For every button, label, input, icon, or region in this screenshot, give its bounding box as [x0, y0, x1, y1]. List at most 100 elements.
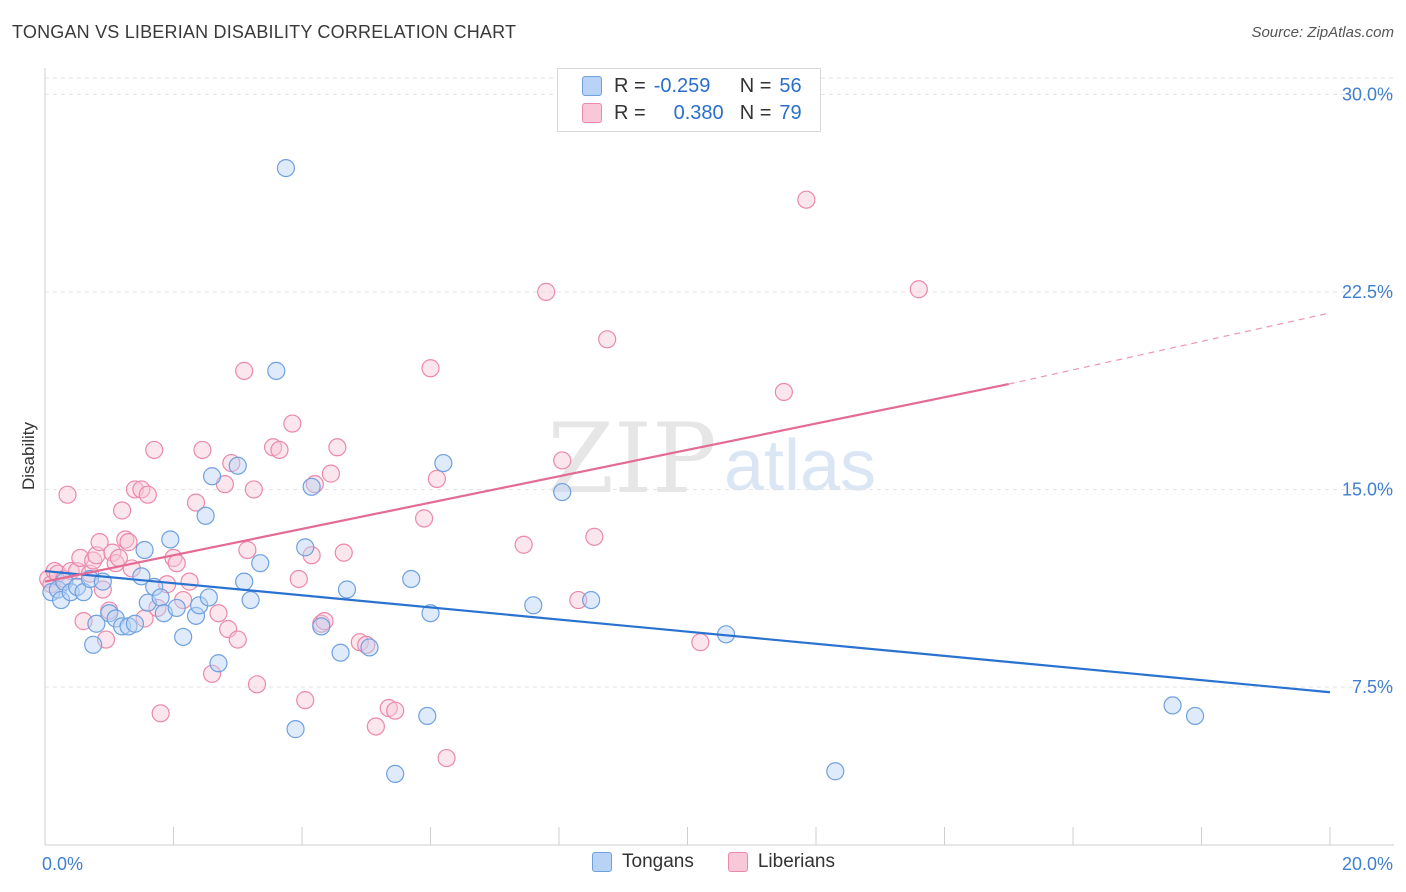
liberian-point: [151, 704, 170, 723]
legend-item-tongans[interactable]: Tongans: [592, 851, 694, 873]
liberians-legend-swatch: [727, 852, 748, 872]
tongan-point: [267, 361, 286, 380]
y-tick-labels: 7.5% 15.0% 22.5% 30.0%: [1342, 84, 1393, 697]
liberian-point: [84, 551, 103, 570]
tongan-point: [87, 614, 106, 633]
tongan-point: [434, 453, 453, 473]
tongan-point: [151, 588, 170, 607]
liberian-point: [145, 440, 164, 460]
x-ticks: [44, 827, 1331, 845]
liberian-point: [315, 612, 334, 631]
tongan-point: [228, 456, 247, 475]
liberian-point: [305, 475, 324, 494]
liberian-point: [283, 414, 302, 433]
tongan-point: [524, 596, 543, 615]
series-legend: Tongans Liberians: [592, 851, 869, 873]
liberian-point: [119, 533, 138, 552]
liberian-point: [270, 440, 289, 460]
legend-row-tongans: R = -0.259 N = 56: [582, 73, 802, 99]
legend-label-tongans: Tongans: [622, 851, 694, 872]
tongan-point: [360, 638, 379, 657]
tongan-point: [337, 580, 357, 599]
tongan-point: [125, 614, 145, 633]
tongan-point: [241, 590, 260, 610]
tongan-point: [276, 158, 296, 178]
tongan-point: [235, 572, 254, 591]
liberian-point: [238, 540, 257, 560]
tongan-point: [1163, 696, 1182, 715]
liberian-point: [357, 635, 376, 654]
chart-title: TONGAN VS LIBERIAN DISABILITY CORRELATIO…: [12, 22, 517, 42]
tongan-point: [1185, 706, 1205, 726]
tongan-point: [84, 635, 103, 654]
liberian-point: [296, 691, 315, 710]
source-label: Source: ZipAtlas.com: [1251, 24, 1394, 41]
liberian-point: [247, 675, 267, 694]
liberian-point: [585, 527, 604, 546]
n-label: N =: [739, 101, 772, 124]
tongan-point: [418, 706, 437, 726]
tongan-point: [582, 590, 601, 610]
liberian-point: [116, 530, 135, 549]
tongan-point: [199, 588, 218, 607]
trend-lines: [44, 312, 1331, 694]
tongan-point: [135, 540, 154, 560]
tongan-point: [302, 477, 321, 496]
y-tick-label: 15.0%: [1342, 479, 1393, 499]
liberian-point: [186, 493, 206, 512]
watermark-zip: ZIP: [547, 403, 716, 515]
liberian-point: [90, 533, 109, 552]
liberian-point: [553, 451, 572, 470]
r-label: R =: [614, 101, 646, 124]
liberian-point: [691, 633, 710, 652]
liberian-point: [569, 590, 588, 610]
tongan-point: [286, 720, 305, 739]
tongan-point: [826, 762, 845, 781]
tongans-swatch: [582, 76, 602, 96]
liberians-swatch: [582, 103, 602, 123]
liberian-point: [202, 664, 222, 683]
watermark: ZIP atlas: [547, 403, 876, 515]
n-value-tongans: 56: [779, 74, 802, 97]
tongan-point: [296, 538, 315, 557]
tongan-point: [167, 598, 186, 618]
y-axis-label: Disability: [19, 421, 38, 490]
liberian-point: [138, 485, 157, 504]
tongans-legend-swatch: [592, 852, 612, 872]
r-value-tongans: -0.259: [653, 74, 711, 97]
liberian-point: [235, 361, 254, 380]
liberian-point: [228, 630, 247, 649]
tongan-point: [553, 482, 572, 502]
liberian-point: [598, 330, 617, 349]
x-tick-label: 0.0%: [42, 854, 83, 874]
tongan-point: [251, 554, 270, 573]
liberian-point: [386, 701, 405, 720]
liberian-point: [167, 554, 186, 573]
liberian-point: [514, 535, 533, 554]
liberian-point: [193, 440, 212, 460]
liberian-point: [414, 509, 434, 528]
liberian-point: [321, 464, 341, 483]
tongan-point: [421, 604, 440, 623]
r-value-liberians: 0.380: [673, 101, 724, 124]
r-label: R =: [614, 74, 646, 97]
liberian-point: [427, 469, 447, 488]
liberian-point: [797, 190, 816, 209]
liberian-point: [334, 543, 353, 562]
x-tick-label: 20.0%: [1342, 854, 1393, 874]
liberian-point: [909, 280, 928, 299]
legend-row-liberians: R = 0.380 N = 79: [582, 100, 802, 126]
y-tick-label: 30.0%: [1342, 84, 1393, 104]
liberian-point: [328, 438, 347, 457]
tongan-point: [202, 467, 222, 486]
legend-item-liberians[interactable]: Liberians: [727, 851, 835, 873]
liberian-point: [209, 604, 228, 623]
watermark-atlas: atlas: [724, 426, 876, 506]
legend-label-liberians: Liberians: [757, 851, 835, 872]
tongan-point: [312, 617, 331, 636]
liberian-point: [537, 282, 556, 301]
y-tick-label: 22.5%: [1342, 282, 1393, 302]
axes: [44, 68, 1394, 846]
liberian-point: [244, 480, 263, 499]
